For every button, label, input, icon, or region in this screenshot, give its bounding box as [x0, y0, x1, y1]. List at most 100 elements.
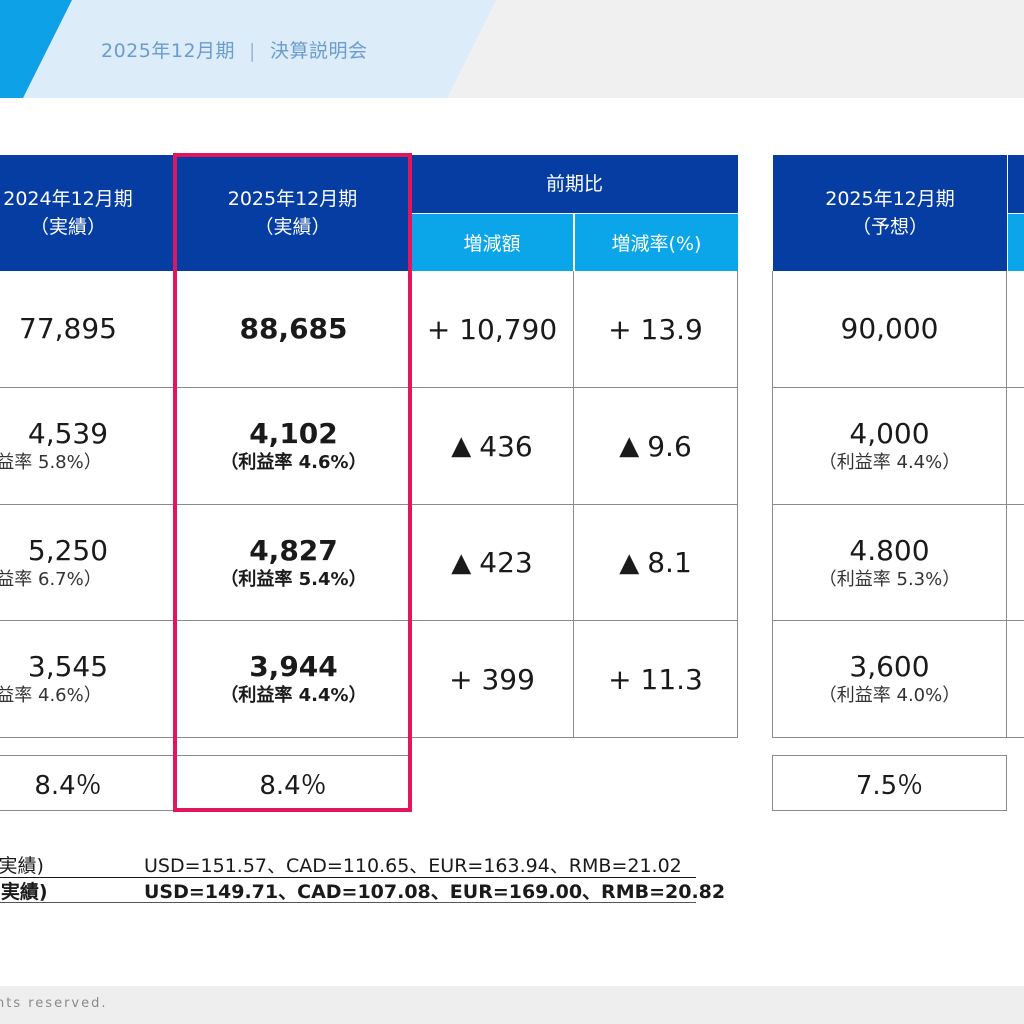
decrease-triangle-icon: ▲: [619, 431, 640, 461]
row-divider: [0, 504, 738, 505]
fx-prev-rates: USD=151.57、CAD=110.65、EUR=163.94、RMB=21.…: [144, 854, 682, 877]
row3-change-rate: ▲ 8.1: [574, 505, 737, 620]
forecast-row1: 90,000: [773, 271, 1006, 387]
header-change-rate-label: 増減率(%): [611, 233, 702, 255]
row3-prev: 5,250 利益率 6.7%）: [0, 505, 176, 620]
page-title: 2025年12月期 | 決算説明会: [101, 36, 367, 63]
row2-prev-margin: 利益率 5.8%）: [0, 452, 102, 473]
forecast-row2-margin: （利益率 4.4%）: [818, 452, 961, 473]
fx-rates-current: 5年(実績) USD=149.71、CAD=107.08、EUR=169.00、…: [0, 877, 725, 903]
decrease-triangle-icon: ▲: [451, 547, 472, 578]
row3-current-value: 4,827: [249, 533, 338, 567]
row4-prev: 3,545 利益率 4.6%）: [0, 621, 176, 737]
header-yoy: 前期比: [411, 155, 738, 213]
column-divider: [737, 271, 738, 738]
period-label: 2025年12月期: [101, 40, 236, 62]
row5-prev-value: 8.4％: [34, 770, 102, 801]
row1-change-amount-value: + 10,790: [426, 312, 558, 346]
forecast-row1-value: 90,000: [840, 312, 939, 345]
column-divider: [573, 271, 574, 738]
forecast-row5-value: 7.5％: [855, 770, 924, 801]
row1-current: 88,685: [176, 271, 411, 387]
row-divider: [0, 737, 411, 738]
title-divider: |: [249, 40, 256, 62]
row4-current-value: 3,944: [249, 650, 338, 683]
row-divider: [0, 387, 738, 388]
header-current-year-line1: 2025年12月期: [227, 188, 358, 210]
row3-current: 4,827 （利益率 5.4%）: [176, 505, 411, 620]
row2-change-amount-value: 436: [479, 429, 533, 463]
forecast-row3: 4.800 （利益率 5.3%）: [773, 505, 1006, 620]
forecast-row2: 4,000 （利益率 4.4%）: [773, 388, 1006, 504]
footer-bar: [0, 986, 1024, 1024]
header-forecast-next: [1008, 155, 1024, 213]
row-divider: [772, 620, 1024, 621]
header-prev-year-line2: （実績）: [29, 216, 106, 238]
row4-prev-value: 3,545: [27, 650, 109, 683]
row2-change-amount: ▲ 436: [411, 388, 573, 504]
header-change-amount-label: 増減額: [463, 233, 521, 255]
header-prev-year: 2024年12月期 （実績）: [0, 155, 176, 271]
header-forecast-line2: （予想）: [851, 216, 928, 238]
row4-prev-margin: 利益率 4.6%）: [0, 685, 102, 706]
row3-change-rate-value: 8.1: [647, 546, 692, 579]
forecast-row4: 3,600 （利益率 4.0%）: [773, 621, 1006, 737]
forecast-row2-value: 4,000: [849, 417, 930, 450]
decrease-triangle-icon: ▲: [619, 547, 640, 578]
banner-light-stripe: [0, 0, 496, 98]
row1-change-rate-value: + 13.9: [608, 312, 703, 346]
row1-current-value: 88,685: [239, 312, 348, 345]
row-divider: [0, 620, 738, 621]
row2-current-value: 4,102: [249, 417, 338, 450]
header-banner: 2025年12月期 | 決算説明会: [0, 0, 1024, 98]
header-yoy-title: 前期比: [545, 173, 603, 195]
row4-change-rate: + 11.3: [574, 621, 737, 737]
fx-prev-label: 4年(実績): [0, 854, 44, 877]
decrease-triangle-icon: ▲: [451, 431, 472, 461]
row-divider: [772, 504, 1024, 505]
header-change-rate: 増減率(%): [574, 213, 738, 271]
row4-current: 3,944 （利益率 4.4%）: [176, 621, 411, 737]
title-label: 決算説明会: [269, 40, 368, 62]
header-change-amount: 増減額: [411, 213, 573, 271]
row1-prev: 77,895: [0, 271, 176, 387]
row4-change-amount: + 399: [411, 621, 573, 737]
column-divider: [175, 737, 176, 755]
row2-prev-value: 4,539: [27, 417, 109, 450]
header-forecast: 2025年12月期 （予想）: [773, 155, 1007, 271]
forecast-row3-margin: （利益率 5.3%）: [818, 568, 961, 590]
row2-prev: 4,539 利益率 5.8%）: [0, 388, 176, 504]
row3-change-amount: ▲ 423: [411, 505, 573, 620]
row1-change-amount: + 10,790: [411, 271, 573, 387]
row4-current-margin: （利益率 4.4%）: [220, 685, 367, 706]
row4-change-rate-value: + 11.3: [608, 662, 703, 696]
row2-current-margin: （利益率 4.6%）: [220, 452, 367, 473]
header-prev-year-line1: 2024年12月期: [3, 188, 133, 210]
forecast-row4-margin: （利益率 4.0%）: [818, 685, 961, 706]
row2-current: 4,102 （利益率 4.6%）: [176, 388, 411, 504]
forecast-row3-value: 4.800: [849, 533, 930, 567]
row5-current-value: 8.4％: [259, 770, 327, 801]
row3-current-margin: （利益率 5.4%）: [220, 568, 367, 590]
row3-prev-value: 5,250: [27, 533, 109, 567]
header-current-year: 2025年12月期 （実績）: [176, 155, 408, 271]
forecast-row4-value: 3,600: [849, 650, 930, 683]
header-forecast-line1: 2025年12月期: [825, 188, 955, 210]
header-current-year-line2: （実績）: [254, 216, 331, 238]
fx-rates-prev: 4年(実績) USD=151.57、CAD=110.65、EUR=163.94、…: [0, 851, 696, 877]
row-divider: [772, 737, 1024, 738]
fx-current-label: 5年(実績): [0, 880, 48, 903]
row3-prev-margin: 利益率 6.7%）: [0, 568, 102, 590]
row1-change-rate: + 13.9: [574, 271, 737, 387]
row-divider: [772, 387, 1024, 388]
row5-current: 8.4％: [176, 755, 411, 811]
copyright-text: nts reserved.: [0, 996, 108, 1011]
forecast-row5: 7.5％: [772, 755, 1007, 811]
fx-current-rates: USD=149.71、CAD=107.08、EUR=169.00、RMB=20.…: [144, 880, 726, 903]
row2-change-rate: ▲ 9.6: [574, 388, 737, 504]
row4-change-amount-value: + 399: [449, 662, 535, 696]
header-forecast-next-sub: [1008, 213, 1024, 271]
row3-change-amount-value: 423: [479, 546, 533, 579]
row2-change-rate-value: 9.6: [647, 429, 692, 463]
row1-prev-value: 77,895: [19, 312, 117, 345]
